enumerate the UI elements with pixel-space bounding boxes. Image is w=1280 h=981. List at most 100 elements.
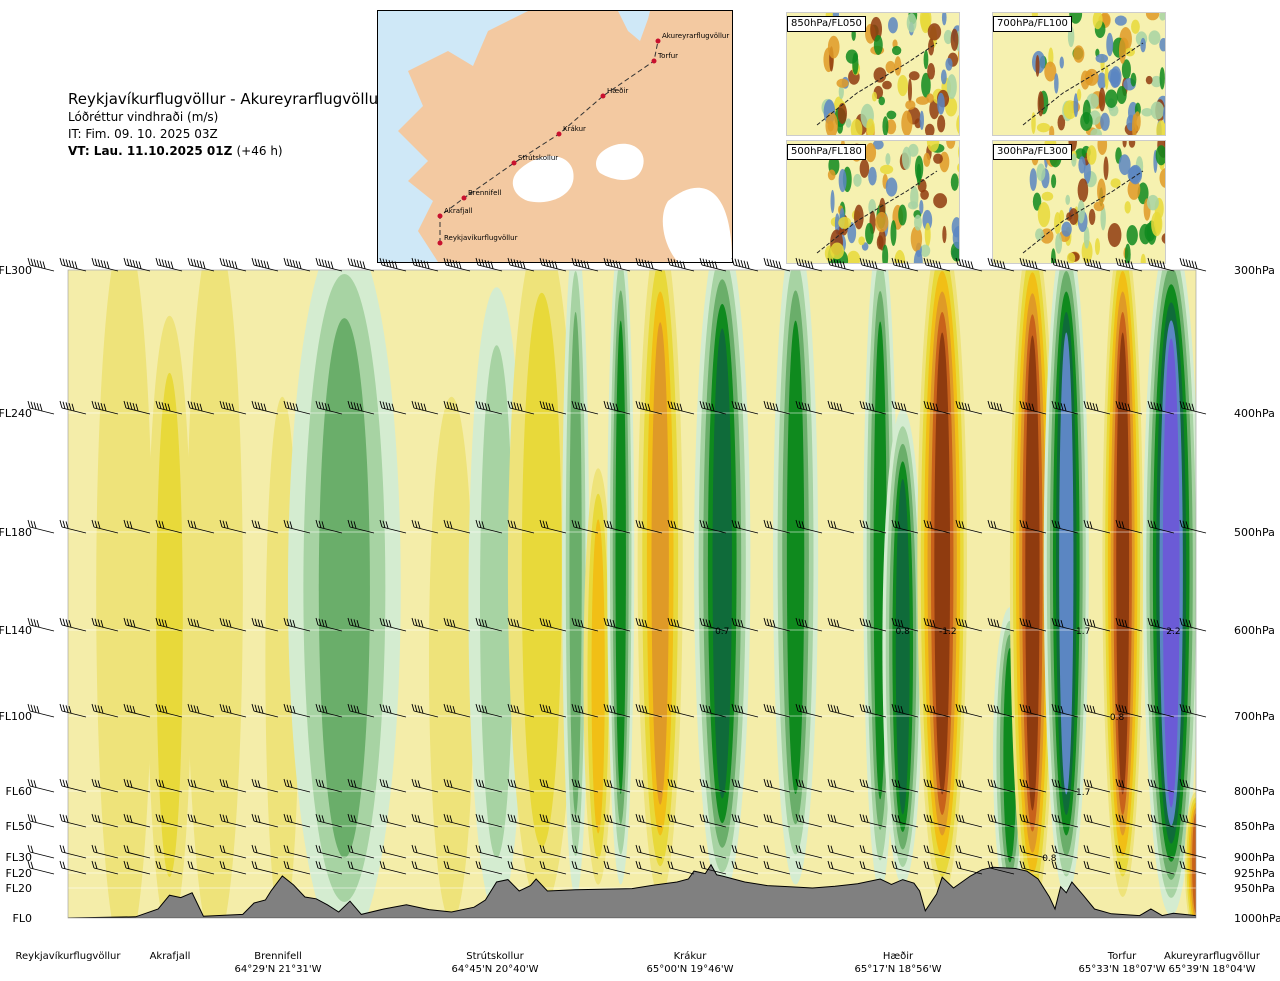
wind-barb: [827, 617, 855, 632]
wind-barb: [251, 778, 279, 793]
map-waypoint-label: Strútskollur: [518, 154, 558, 162]
wind-barb: [315, 813, 343, 828]
contour-value-label: 0.8: [1110, 713, 1125, 723]
wind-barb: [1115, 257, 1143, 272]
thumbnail-field-blob: [1116, 86, 1127, 104]
wind-barb: [923, 400, 951, 415]
wind-barb: [955, 617, 983, 632]
thumbnail-field-blob: [827, 120, 834, 132]
wind-barb: [827, 400, 855, 415]
thumbnail-field-blob: [1036, 163, 1046, 182]
wind-barb: [91, 257, 119, 272]
wind-barb: [1115, 813, 1143, 828]
thumbnail-700[interactable]: 700hPa/FL100: [992, 12, 1166, 136]
chart-title: Reykjavíkurflugvöllur - Akureyrarflugvöl…: [68, 90, 385, 108]
contour-band: [607, 270, 635, 885]
wind-barb: [507, 519, 535, 534]
wind-barb: [507, 778, 535, 793]
thumbnail-field-blob: [845, 118, 852, 128]
wind-barb: [283, 860, 311, 875]
wind-barb: [891, 778, 919, 793]
thumbnail-field-blob: [1107, 223, 1122, 248]
wind-barb: [859, 400, 887, 415]
wind-barb: [59, 519, 87, 534]
wind-barb: [827, 703, 855, 718]
wind-barb: [411, 400, 439, 415]
wind-barb: [635, 703, 663, 718]
thumbnail-500[interactable]: 500hPa/FL180: [786, 140, 960, 264]
fl-tick-label: FL100: [0, 710, 32, 723]
thumbnail-field-blob: [830, 189, 835, 214]
wind-barb: [987, 844, 1015, 859]
thumbnail-850[interactable]: 850hPa/FL050: [786, 12, 960, 136]
thumbnail-field-blob: [875, 211, 889, 233]
wind-barb: [379, 813, 407, 828]
map-waypoint-label: Krákur: [563, 125, 586, 133]
route-map-svg: Reykjavíkurflugvöllur Akrafjall Brennifell…: [378, 11, 732, 262]
wind-barb: [859, 844, 887, 859]
thumbnail-field-blob: [1097, 141, 1108, 155]
wind-barb: [155, 400, 183, 415]
contour-band: [694, 270, 751, 897]
wind-barb: [763, 519, 791, 534]
thumbnail-field-blob: [1094, 238, 1100, 256]
wind-barb: [123, 860, 151, 875]
thumbnail-field-blob: [1124, 243, 1131, 263]
thumbnail-field-blob: [1127, 178, 1141, 200]
wind-barb: [123, 703, 151, 718]
contour-shell: [1162, 338, 1180, 808]
wind-barb: [507, 400, 535, 415]
wind-barb: [27, 844, 55, 859]
thumbnail-field-blob: [882, 80, 892, 90]
wind-barb: [1051, 400, 1079, 415]
wind-barb: [603, 844, 631, 859]
contour-value-label: 0.7: [715, 627, 729, 637]
pressure-tick-label: 950hPa: [1234, 882, 1275, 895]
wind-barb: [443, 703, 471, 718]
thumbnail-field-blob: [1124, 201, 1131, 214]
wind-barb: [763, 844, 791, 859]
wind-barb: [667, 778, 695, 793]
wind-barb: [827, 860, 855, 875]
wind-barb: [27, 778, 55, 793]
wind-barb: [1051, 617, 1079, 632]
contour-shell: [651, 322, 669, 805]
wind-barb: [955, 400, 983, 415]
thumbnail-field-blob: [1150, 101, 1165, 120]
wind-barb: [539, 617, 567, 632]
wind-barb: [219, 860, 247, 875]
thumbnail-field-blob: [920, 13, 931, 34]
thumbnail-field-blob: [1150, 75, 1163, 88]
wind-barb: [59, 703, 87, 718]
wind-barb: [1083, 703, 1111, 718]
wind-barb: [603, 813, 631, 828]
thumbnail-field-blob: [1081, 239, 1093, 263]
wind-barb: [219, 257, 247, 272]
wind-barb: [155, 703, 183, 718]
wind-barb: [1147, 400, 1175, 415]
thumbnail-field-blob: [1058, 209, 1065, 224]
location-coord: 64°29'N 21°31'W: [235, 964, 322, 975]
wind-barb: [763, 400, 791, 415]
thumbnail-300[interactable]: 300hPa/FL300: [992, 140, 1166, 264]
wind-barb: [699, 813, 727, 828]
thumbnail-field-blob: [894, 56, 902, 76]
thumbnail-field-blob: [1044, 61, 1057, 82]
wind-barb: [1083, 860, 1111, 875]
thumbnail-field-blob: [1088, 208, 1096, 225]
wind-barb: [59, 257, 87, 272]
thumbnail-field-blob: [1077, 199, 1085, 224]
thumbnail-850-map: [816, 13, 959, 135]
wind-barb: [859, 703, 887, 718]
thumbnail-field-blob: [1065, 194, 1071, 206]
wind-barb: [603, 860, 631, 875]
wind-barb: [539, 860, 567, 875]
wind-barb: [155, 519, 183, 534]
wind-barb: [1019, 703, 1047, 718]
wind-barb: [283, 703, 311, 718]
wind-barb: [123, 617, 151, 632]
contour-value-label: 2.2: [1166, 627, 1180, 637]
map-waypoint-label: Brennifell: [468, 189, 501, 197]
thumbnail-field-blob: [1145, 75, 1153, 85]
wind-barb: [251, 617, 279, 632]
